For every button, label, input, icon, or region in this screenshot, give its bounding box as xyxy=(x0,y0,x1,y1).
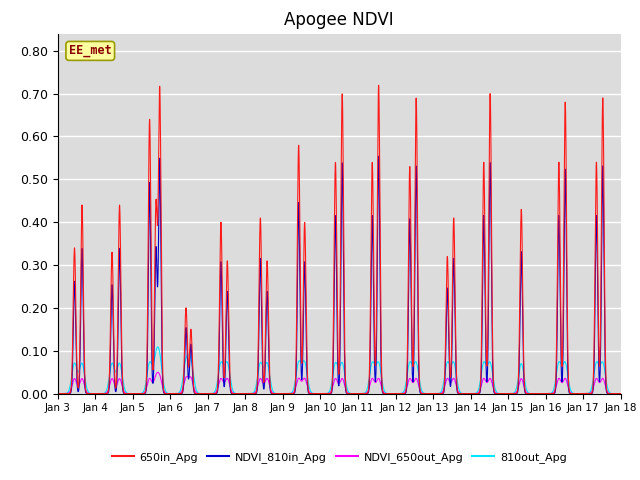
NDVI_810in_Apg xyxy=(54,391,61,396)
NDVI_810in_Apg xyxy=(563,245,570,251)
NDVI_650out_Apg xyxy=(588,390,595,396)
810out_Apg xyxy=(54,391,61,396)
810out_Apg xyxy=(406,359,414,365)
NDVI_650out_Apg xyxy=(121,390,129,396)
Line: 650in_Apg: 650in_Apg xyxy=(58,85,621,394)
NDVI_810in_Apg xyxy=(269,391,277,396)
650in_Apg xyxy=(588,391,595,396)
NDVI_650out_Apg xyxy=(54,391,61,396)
NDVI_650out_Apg xyxy=(154,370,162,375)
810out_Apg xyxy=(563,363,570,369)
Line: 810out_Apg: 810out_Apg xyxy=(58,347,621,394)
NDVI_650out_Apg xyxy=(269,390,277,396)
810out_Apg xyxy=(588,387,595,393)
810out_Apg xyxy=(536,391,544,396)
650in_Apg xyxy=(563,187,570,193)
NDVI_810in_Apg xyxy=(617,391,625,396)
NDVI_810in_Apg xyxy=(375,153,383,159)
NDVI_650out_Apg xyxy=(565,387,573,393)
NDVI_650out_Apg xyxy=(563,377,570,383)
NDVI_650out_Apg xyxy=(406,375,414,381)
Legend: 650in_Apg, NDVI_810in_Apg, NDVI_650out_Apg, 810out_Apg: 650in_Apg, NDVI_810in_Apg, NDVI_650out_A… xyxy=(108,447,571,467)
810out_Apg xyxy=(121,387,129,393)
650in_Apg xyxy=(269,391,277,396)
650in_Apg xyxy=(536,391,544,396)
650in_Apg xyxy=(375,83,383,88)
NDVI_810in_Apg xyxy=(121,391,129,396)
NDVI_650out_Apg xyxy=(617,391,625,396)
650in_Apg xyxy=(565,385,573,391)
Line: NDVI_810in_Apg: NDVI_810in_Apg xyxy=(58,156,621,394)
Title: Apogee NDVI: Apogee NDVI xyxy=(284,11,394,29)
810out_Apg xyxy=(269,389,277,395)
810out_Apg xyxy=(154,344,161,350)
650in_Apg xyxy=(617,391,625,396)
NDVI_810in_Apg xyxy=(536,391,544,396)
650in_Apg xyxy=(121,391,129,396)
NDVI_810in_Apg xyxy=(406,222,414,228)
650in_Apg xyxy=(406,170,414,176)
Line: NDVI_650out_Apg: NDVI_650out_Apg xyxy=(58,372,621,394)
650in_Apg xyxy=(54,391,61,396)
NDVI_810in_Apg xyxy=(588,391,595,396)
NDVI_810in_Apg xyxy=(565,389,573,395)
Text: EE_met: EE_met xyxy=(69,44,111,58)
810out_Apg xyxy=(617,391,625,396)
810out_Apg xyxy=(565,380,573,385)
NDVI_650out_Apg xyxy=(536,391,544,396)
